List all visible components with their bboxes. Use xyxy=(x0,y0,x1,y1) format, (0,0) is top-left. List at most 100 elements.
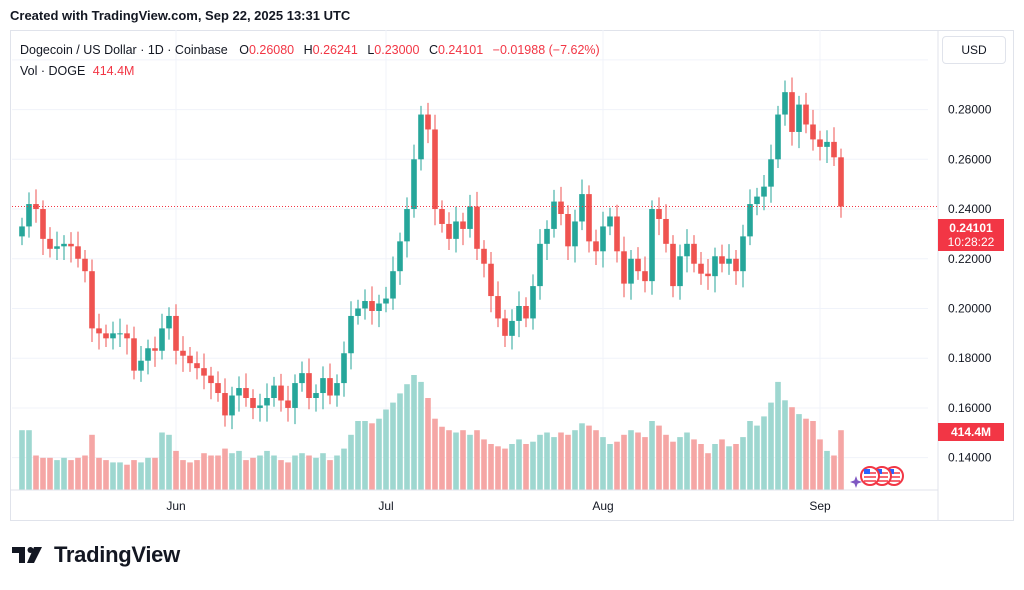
candle-body xyxy=(390,271,396,299)
volume-bar xyxy=(495,446,501,490)
volume-bar xyxy=(257,455,263,490)
volume-bar xyxy=(89,434,95,490)
low-value: 0.23000 xyxy=(374,43,420,57)
volume-bar xyxy=(502,448,508,490)
x-tick-label: Jul xyxy=(378,499,393,513)
volume-bar xyxy=(229,453,235,490)
volume-bar xyxy=(215,455,221,490)
candle-body xyxy=(831,141,837,158)
candle-body xyxy=(355,308,361,316)
volume-bar xyxy=(733,444,739,490)
candle-body xyxy=(649,209,655,282)
candle-body xyxy=(166,315,172,329)
volume-bar xyxy=(656,425,662,490)
candle-body xyxy=(369,301,375,311)
volume-bar xyxy=(754,425,760,490)
volume-bar xyxy=(586,425,592,490)
candle-body xyxy=(47,238,53,249)
volume-bar xyxy=(173,450,179,490)
symbol-title[interactable]: Dogecoin / US Dollar · 1D · Coinbase xyxy=(20,43,228,57)
volume-bar xyxy=(33,455,39,490)
currency-button[interactable]: USD xyxy=(942,36,1006,64)
candle-body xyxy=(418,114,424,160)
price-chart[interactable]: 0.300000.280000.260000.240000.220000.200… xyxy=(10,30,1014,521)
volume-bar xyxy=(649,421,655,490)
volume-bar xyxy=(565,434,571,490)
candle-body xyxy=(61,243,67,247)
candle-body xyxy=(327,378,333,396)
y-tick-label: 0.26000 xyxy=(948,152,992,166)
candle-body xyxy=(768,159,774,187)
candle-body xyxy=(278,385,284,401)
candle-body xyxy=(558,201,564,214)
y-tick-label: 0.16000 xyxy=(948,401,992,415)
candle-body xyxy=(110,333,116,339)
volume-bar xyxy=(677,437,683,490)
candle-body xyxy=(306,373,312,398)
volume-bar xyxy=(355,421,361,490)
candle-body xyxy=(621,251,627,284)
candle-body xyxy=(362,301,368,309)
candle-body xyxy=(614,216,620,252)
tradingview-logo-icon xyxy=(12,547,42,563)
volume-bar xyxy=(369,423,375,490)
candle-body xyxy=(782,92,788,115)
volume-bar xyxy=(285,462,291,490)
y-tick-label: 0.14000 xyxy=(948,451,992,465)
volume-label[interactable]: Vol · DOGE xyxy=(20,64,86,78)
candle-body xyxy=(285,400,291,408)
volume-bar xyxy=(796,414,802,490)
candle-body xyxy=(194,363,200,369)
candle-body xyxy=(817,139,823,147)
volume-bar xyxy=(362,421,368,490)
volume-bar xyxy=(488,444,494,490)
x-tick-label: Sep xyxy=(809,499,831,513)
sparkle-icon[interactable] xyxy=(850,476,862,488)
candle-body xyxy=(642,271,648,282)
volume-bar xyxy=(201,453,207,490)
candle-body xyxy=(495,296,501,319)
candle-body xyxy=(264,398,270,406)
volume-bar xyxy=(593,430,599,490)
candle-body xyxy=(600,226,606,252)
candle-body xyxy=(502,318,508,336)
candle-body xyxy=(467,206,473,229)
chart-frame xyxy=(10,30,1014,521)
volume-bar xyxy=(159,432,165,490)
volume-bar xyxy=(397,393,403,490)
candle-body xyxy=(537,243,543,287)
volume-bar xyxy=(572,430,578,490)
volume-bar xyxy=(740,437,746,490)
candle-body xyxy=(201,368,207,376)
event-flag-icon[interactable] xyxy=(860,466,880,486)
candle-body xyxy=(376,303,382,311)
volume-bar xyxy=(782,400,788,490)
volume-bar xyxy=(509,444,515,490)
last-volume-label: 414.4M xyxy=(950,425,992,439)
candle-body xyxy=(684,243,690,257)
volume-bar xyxy=(768,402,774,490)
volume-bar xyxy=(40,457,46,490)
volume-bar xyxy=(425,398,431,490)
candle-body xyxy=(208,375,214,384)
candle-body xyxy=(775,114,781,160)
candle-body xyxy=(271,385,277,398)
candle-body xyxy=(75,246,81,259)
candle-body xyxy=(586,194,592,242)
volume-bar xyxy=(68,460,74,490)
volume-bar xyxy=(600,437,606,490)
volume-bar xyxy=(411,375,417,490)
candle-body xyxy=(740,236,746,272)
volume-bar xyxy=(761,416,767,490)
volume-bar xyxy=(663,434,669,490)
volume-bar xyxy=(537,434,543,490)
volume-bar xyxy=(292,455,298,490)
candle-body xyxy=(348,315,354,354)
candle-body xyxy=(397,241,403,272)
last-price-badge: 0.24101 10:28:22 xyxy=(938,219,1004,251)
volume-bar xyxy=(628,430,634,490)
candle-body xyxy=(488,263,494,297)
legend-price-row: Dogecoin / US Dollar · 1D · Coinbase O0.… xyxy=(20,40,600,61)
candle-body xyxy=(243,388,249,398)
y-tick-label: 0.22000 xyxy=(948,252,992,266)
